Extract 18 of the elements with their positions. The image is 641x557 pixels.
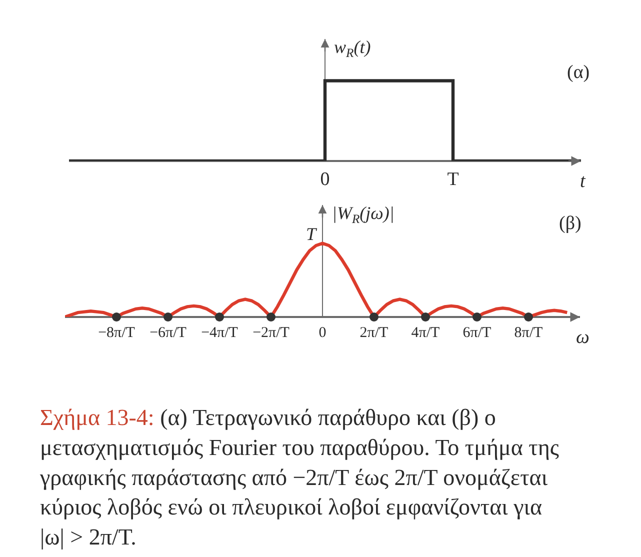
- x-axis-title: t: [580, 171, 586, 192]
- x-axis-title: ω: [576, 327, 590, 348]
- x-tick-label: −6π/T: [150, 325, 186, 341]
- x-tick-label: 6π/T: [462, 325, 492, 341]
- x-tick-label: 0: [318, 325, 326, 341]
- text: (β): [559, 213, 582, 234]
- x-tick-label: 8π/T: [514, 325, 543, 341]
- x-tick-label: 4π/T: [411, 325, 440, 341]
- x-tick-label: −2π/T: [252, 325, 290, 341]
- x-tick-label: −4π/T: [201, 325, 238, 341]
- x-tick-label: −8π/T: [98, 325, 135, 341]
- y-axis-title: w$_{R}$(t): [334, 37, 371, 60]
- text: Σχήμα 13-4:: [40, 405, 154, 430]
- annotation: T: [306, 224, 318, 244]
- y-axis-title: |W$_{R}$(jω)|: [332, 203, 394, 226]
- x-tick-label: 2π/T: [360, 325, 388, 341]
- annotation: (α): [567, 62, 590, 83]
- x-tick-label: 0: [320, 169, 330, 190]
